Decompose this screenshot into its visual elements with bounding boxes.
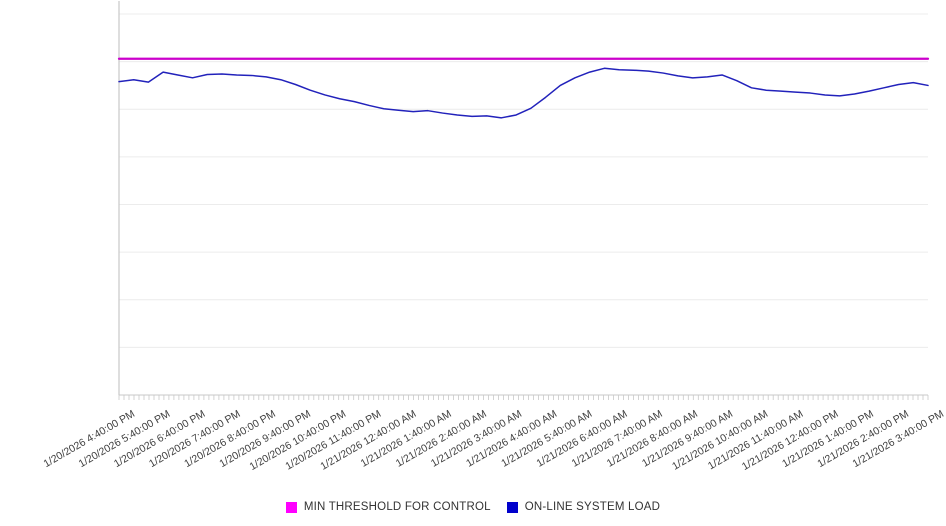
legend-label: MIN THRESHOLD FOR CONTROL <box>303 501 491 513</box>
plot-canvas <box>117 1 930 400</box>
chart-legend: MIN THRESHOLD FOR CONTROL ON-LINE SYSTEM … <box>0 492 946 522</box>
series-line <box>118 67 929 119</box>
x-axis-tick-labels: 1/20/2026 4:40:00 PM 1/20/2026 5:40:00 PM… <box>0 400 946 490</box>
plot-area <box>117 1 930 400</box>
legend-label: ON-LINE SYSTEM LOAD <box>524 501 661 513</box>
legend-color-swatch <box>285 501 297 513</box>
legend-color-swatch <box>506 501 518 513</box>
legend-item[interactable]: ON-LINE SYSTEM LOAD <box>506 501 661 513</box>
legend-item[interactable]: MIN THRESHOLD FOR CONTROL <box>285 501 491 513</box>
